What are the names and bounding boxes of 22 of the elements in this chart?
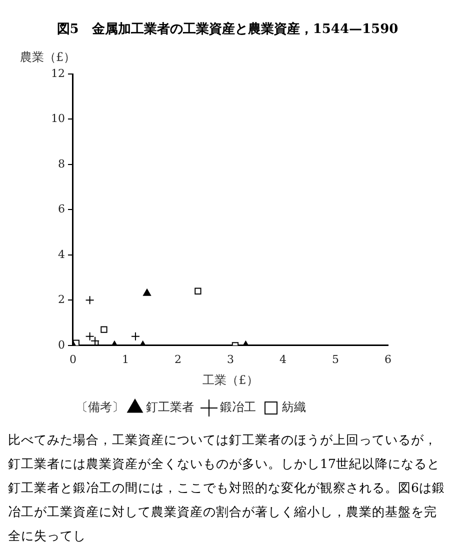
- y-tick-label: 12: [50, 66, 65, 80]
- x-tick-label: 3: [227, 352, 234, 366]
- x-tick-label: 4: [280, 352, 286, 366]
- x-tick-label: 2: [174, 352, 182, 366]
- y-tick-label: 4: [58, 248, 65, 261]
- y-tick-label: 0: [58, 338, 65, 352]
- x-tick-label: 5: [332, 352, 339, 366]
- legend-title: 〔備考〕: [76, 400, 124, 414]
- y-tick-label: 8: [58, 157, 65, 170]
- x-tick-label: 0: [69, 352, 76, 366]
- legend-label: 鍛冶工: [220, 400, 256, 414]
- x-tick-label: 1: [122, 352, 129, 366]
- chart-title: 図5 金属加工業者の工業資産と農業資産，1544—1590: [56, 20, 400, 38]
- x-axis-title: 工業（£）: [202, 372, 258, 387]
- y-tick-label: 10: [50, 112, 65, 126]
- text: 比べてみた場合，工業資産については釘工業者のほうが上回っているが，釘工業者には農業資産が全くないものが多い。しかし17世紀以降になると釘工業者と鍛冶工の間には，ここでも対照的な変化が観察される。図6は鍛冶工が工業資産に対して農業資産の割合が著しく縮小し，農業的基盤を完全に失ってし: [8, 431, 446, 545]
- legend-label: 紡織: [282, 400, 306, 414]
- y-tick-label: 6: [58, 202, 65, 216]
- y-tick-label: 2: [58, 293, 65, 306]
- y-axis-title: 農業（£）: [20, 50, 76, 64]
- legend-label: 釘工業者: [146, 400, 194, 414]
- x-tick-label: 6: [384, 352, 392, 366]
